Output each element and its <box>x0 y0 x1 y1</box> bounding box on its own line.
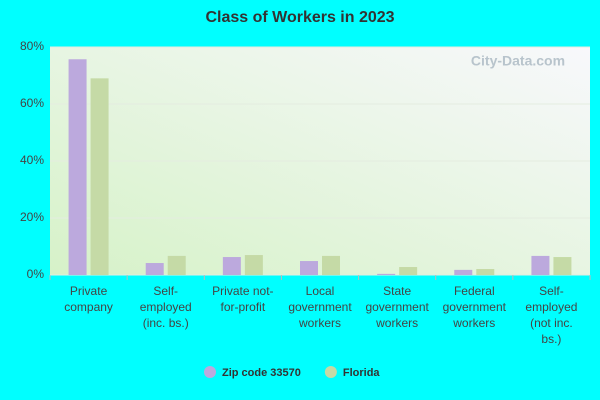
legend-marker <box>204 366 216 378</box>
y-tick-label: 0% <box>27 267 45 281</box>
x-tick-label: State <box>383 284 411 298</box>
x-tick-label: government <box>365 300 429 314</box>
chart-title: Class of Workers in 2023 <box>205 9 394 26</box>
x-tick-label: for-profit <box>221 300 266 314</box>
watermark: City-Data.com <box>471 53 565 69</box>
bar <box>399 267 418 275</box>
bar <box>90 78 109 275</box>
y-tick-label: 80% <box>20 39 44 53</box>
bar <box>531 255 550 275</box>
bar <box>454 269 473 275</box>
x-tick-label: Self- <box>539 284 564 298</box>
x-tick-label: (not inc. <box>530 316 573 330</box>
x-tick-label: government <box>288 300 352 314</box>
x-tick-label: Private not- <box>212 284 273 298</box>
y-tick-label: 20% <box>20 210 44 224</box>
x-tick-label: government <box>443 300 507 314</box>
x-tick-label: company <box>64 300 113 314</box>
y-tick-label: 40% <box>20 153 44 167</box>
bar <box>322 255 340 275</box>
legend-label: Zip code 33570 <box>222 367 301 379</box>
bar <box>222 257 241 275</box>
bar <box>167 255 186 275</box>
bar <box>476 269 495 275</box>
x-tick-label: Self- <box>153 284 178 298</box>
bar <box>300 261 318 275</box>
x-tick-label: Local <box>306 284 335 298</box>
x-tick-label: workers <box>375 316 418 330</box>
bar <box>244 255 263 275</box>
bar <box>68 59 87 275</box>
x-tick-label: Federal <box>454 284 495 298</box>
y-tick-label: 60% <box>20 96 44 110</box>
x-tick-label: workers <box>298 316 341 330</box>
x-tick-label: Private <box>70 284 108 298</box>
x-tick-label: employed <box>140 300 192 314</box>
x-tick-label: employed <box>525 300 577 314</box>
bar <box>553 257 572 275</box>
x-tick-label: (inc. bs.) <box>143 316 189 330</box>
x-tick-label: bs.) <box>541 332 561 346</box>
legend-label: Florida <box>343 367 381 379</box>
bar <box>145 263 164 275</box>
legend-marker <box>324 366 337 378</box>
bar <box>377 273 396 275</box>
x-tick-label: workers <box>452 316 495 330</box>
